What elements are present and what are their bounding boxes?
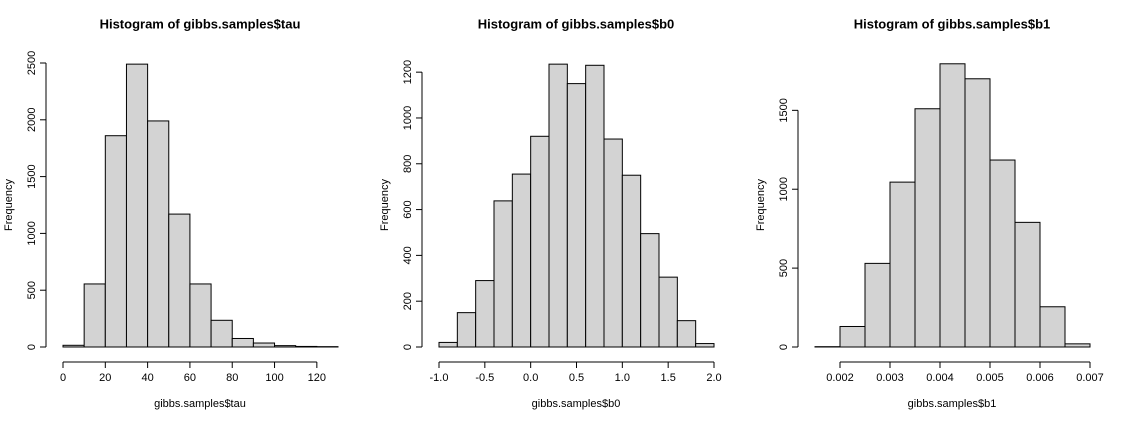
x-tick-label: 100 [265, 372, 283, 384]
y-tick-label: 500 [778, 259, 790, 277]
bar [621, 174, 642, 348]
bar [914, 108, 941, 348]
bar [493, 200, 513, 348]
x-axis-label: gibbs.samples$b0 [532, 398, 621, 410]
x-tick-label: 40 [141, 372, 153, 384]
bar [274, 345, 297, 348]
y-tick-label: 200 [402, 292, 414, 310]
y-tick-label: 600 [402, 200, 414, 218]
x-tick-label: 60 [184, 372, 196, 384]
y-tick-label: 500 [26, 281, 38, 299]
bar [548, 63, 568, 348]
y-tick-label: 2500 [26, 51, 38, 75]
bar [839, 325, 866, 348]
y-tick-label: 2000 [26, 108, 38, 132]
bar [475, 280, 495, 348]
y-tick-label: 1200 [402, 60, 414, 84]
bar [585, 64, 605, 348]
y-axis-label: Frequency [755, 179, 767, 231]
y-tick-label: 1500 [26, 164, 38, 188]
bar [889, 181, 916, 348]
x-tick-label: 1.5 [661, 372, 676, 384]
bar [456, 312, 477, 348]
bar [210, 319, 233, 348]
x-tick-label: 0.005 [976, 372, 1004, 384]
bar [189, 283, 212, 348]
y-tick-label: 1500 [778, 98, 790, 122]
y-tick-label: 0 [26, 344, 38, 350]
bar [530, 135, 550, 348]
x-tick-label: 20 [99, 372, 111, 384]
chart-title: Histogram of gibbs.samples$tau [100, 16, 301, 31]
bar [295, 345, 318, 348]
bar [864, 262, 891, 348]
bar [83, 283, 106, 348]
y-axis-label: Frequency [3, 179, 15, 231]
bar [168, 213, 191, 348]
x-tick-label: -1.0 [430, 372, 449, 384]
x-tick-label: 120 [308, 372, 326, 384]
bar [566, 83, 587, 348]
y-tick-label: 0 [778, 344, 790, 350]
bar [125, 63, 149, 348]
x-tick-label: 0.006 [1026, 372, 1054, 384]
bar [964, 78, 991, 348]
bar [1064, 343, 1091, 348]
bar [658, 276, 678, 348]
bar [695, 343, 715, 348]
x-tick-label: 0.002 [826, 372, 854, 384]
bar [989, 159, 1016, 348]
y-tick-label: 1000 [402, 106, 414, 130]
y-axis-label: Frequency [379, 179, 391, 231]
x-tick-label: 0.003 [876, 372, 904, 384]
x-tick-label: 0 [60, 372, 66, 384]
bar [147, 120, 170, 348]
x-tick-label: 0.004 [926, 372, 954, 384]
chart-title: Histogram of gibbs.samples$b1 [854, 16, 1051, 31]
bar [939, 63, 966, 348]
y-tick-label: 800 [402, 155, 414, 173]
x-tick-label: 1.0 [615, 372, 630, 384]
bar [640, 233, 660, 348]
y-tick-label: 1000 [26, 221, 38, 245]
bar [252, 342, 276, 348]
bar [231, 337, 254, 348]
y-tick-label: 0 [402, 344, 414, 350]
bar [1039, 306, 1066, 348]
bar [676, 320, 697, 348]
y-tick-label: 400 [402, 246, 414, 264]
bar [438, 341, 458, 348]
bar [104, 135, 127, 348]
bar [62, 344, 85, 348]
y-tick-label: 1000 [778, 177, 790, 201]
chart-title: Histogram of gibbs.samples$b0 [478, 16, 675, 31]
x-axis-label: gibbs.samples$b1 [908, 398, 997, 410]
x-tick-label: 0.0 [523, 372, 538, 384]
x-tick-label: -0.5 [475, 372, 494, 384]
x-tick-label: 2.0 [706, 372, 721, 384]
bar [511, 173, 532, 348]
x-tick-label: 80 [226, 372, 238, 384]
x-tick-label: 0.007 [1076, 372, 1104, 384]
x-axis-label: gibbs.samples$tau [154, 398, 246, 410]
bar [1014, 221, 1041, 348]
x-tick-label: 0.5 [569, 372, 584, 384]
bar [603, 138, 623, 348]
